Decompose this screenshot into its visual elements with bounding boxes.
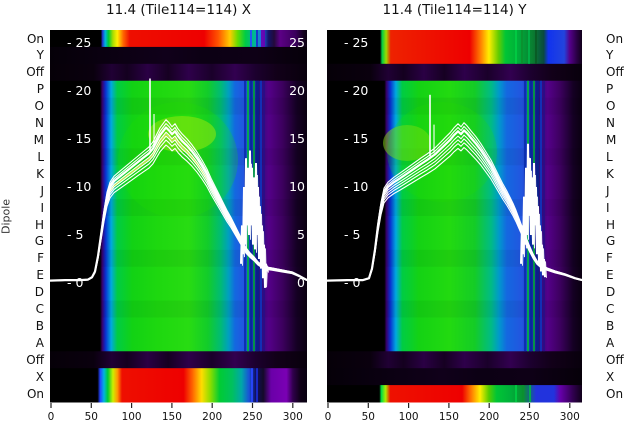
dipole-row-label: Y (606, 48, 614, 63)
dipole-row-label: L (37, 149, 44, 164)
dipole-row-label: P (606, 82, 614, 97)
svg-text:150: 150 (162, 411, 182, 423)
dipole-row-label: Off (606, 65, 624, 80)
svg-text:- 5: - 5 (67, 227, 83, 242)
svg-text:150: 150 (439, 411, 459, 423)
dipole-row-label: D (606, 285, 616, 300)
svg-text:- 25: - 25 (67, 35, 91, 50)
dipole-row-label: A (35, 335, 44, 350)
dipole-row-label: Off (26, 352, 44, 367)
dipole-row-label: K (36, 166, 44, 181)
dipole-row-label: F (37, 251, 44, 266)
row-labels-right: On Y Off P O N M L K J I H G F E D C B A Off X On (604, 30, 640, 402)
svg-text:300: 300 (283, 411, 303, 423)
dipole-row-label: B (606, 318, 615, 333)
dipole-row-label: Y (36, 48, 44, 63)
svg-text:50: 50 (362, 411, 375, 423)
svg-text:0: 0 (48, 411, 55, 423)
dipole-row-label: P (36, 82, 44, 97)
dipole-row-label: F (606, 251, 613, 266)
dipole-row-label: I (606, 200, 610, 215)
dipole-row-label: K (606, 166, 614, 181)
dipole-row-label: Off (26, 65, 44, 80)
heatmap-panel-x: - 25 25 - 20 20 - 15 15 - 10 10 - 5 5 - 0 0 0 50 100 15… (48, 30, 308, 423)
dipole-row-label: J (40, 183, 44, 198)
svg-text:250: 250 (242, 411, 262, 423)
svg-text:300: 300 (560, 411, 580, 423)
dipole-row-label: L (606, 149, 613, 164)
svg-text:5: 5 (297, 227, 305, 242)
dipole-row-label: X (35, 369, 44, 384)
svg-text:250: 250 (519, 411, 539, 423)
dipole-row-label: C (606, 302, 615, 316)
svg-text:- 0: - 0 (67, 275, 83, 290)
dipole-row-label: D (34, 285, 44, 300)
svg-text:25: 25 (289, 35, 305, 50)
dipole-row-label: Off (606, 352, 624, 367)
svg-text:- 20: - 20 (67, 83, 91, 98)
svg-text:10: 10 (289, 179, 305, 194)
svg-text:100: 100 (122, 411, 142, 423)
svg-text:20: 20 (289, 83, 305, 98)
dipole-row-label: A (606, 335, 615, 350)
panel-title-y: 11.4 (Tile114=114) Y (382, 2, 527, 18)
dipole-row-label: E (606, 268, 614, 283)
svg-text:- 10: - 10 (67, 179, 91, 194)
dipole-row-label: M (33, 132, 44, 147)
svg-text:- 20: - 20 (344, 83, 368, 98)
dipole-row-label: H (34, 217, 44, 232)
svg-text:- 15: - 15 (344, 131, 368, 146)
dipole-row-label: On (26, 386, 44, 401)
dipole-row-label: On (606, 31, 624, 46)
dipole-row-label: X (606, 369, 615, 384)
row-labels-left: On Y Off P O N M L K J I H G F E D C B A Off X On (0, 30, 46, 402)
dipole-row-label: J (606, 183, 610, 198)
dipole-row-label: C (35, 302, 44, 316)
svg-text:- 25: - 25 (344, 35, 368, 50)
dipole-row-label: N (606, 116, 615, 130)
dipole-row-label: N (35, 116, 44, 130)
svg-text:200: 200 (479, 411, 499, 423)
panel-title-x: 11.4 (Tile114=114) X (106, 2, 251, 18)
dipole-row-label: O (606, 99, 616, 114)
svg-text:15: 15 (289, 131, 305, 146)
svg-text:0: 0 (325, 411, 332, 423)
dipole-row-label: E (36, 268, 44, 283)
dipole-row-label: G (606, 234, 616, 249)
dipole-row-label: H (606, 217, 616, 232)
heatmap-panel-y: - 25 - 20 - 15 - 10 - 5 - 0 0 50 100 150 200 250 300 (325, 30, 583, 423)
svg-text:50: 50 (85, 411, 98, 423)
svg-text:200: 200 (202, 411, 222, 423)
svg-text:100: 100 (399, 411, 419, 423)
svg-text:0: 0 (297, 275, 305, 290)
dipole-row-label: On (606, 386, 624, 401)
dipole-row-label: I (40, 200, 44, 215)
svg-text:- 5: - 5 (344, 227, 360, 242)
svg-text:- 15: - 15 (67, 131, 91, 146)
svg-text:- 0: - 0 (344, 275, 360, 290)
dipole-row-label: O (34, 99, 44, 114)
dipole-row-label: M (606, 132, 617, 147)
dipole-row-label: B (35, 318, 44, 333)
dipole-row-label: G (34, 234, 44, 249)
svg-text:- 10: - 10 (344, 179, 368, 194)
dipole-row-label: On (26, 31, 44, 46)
